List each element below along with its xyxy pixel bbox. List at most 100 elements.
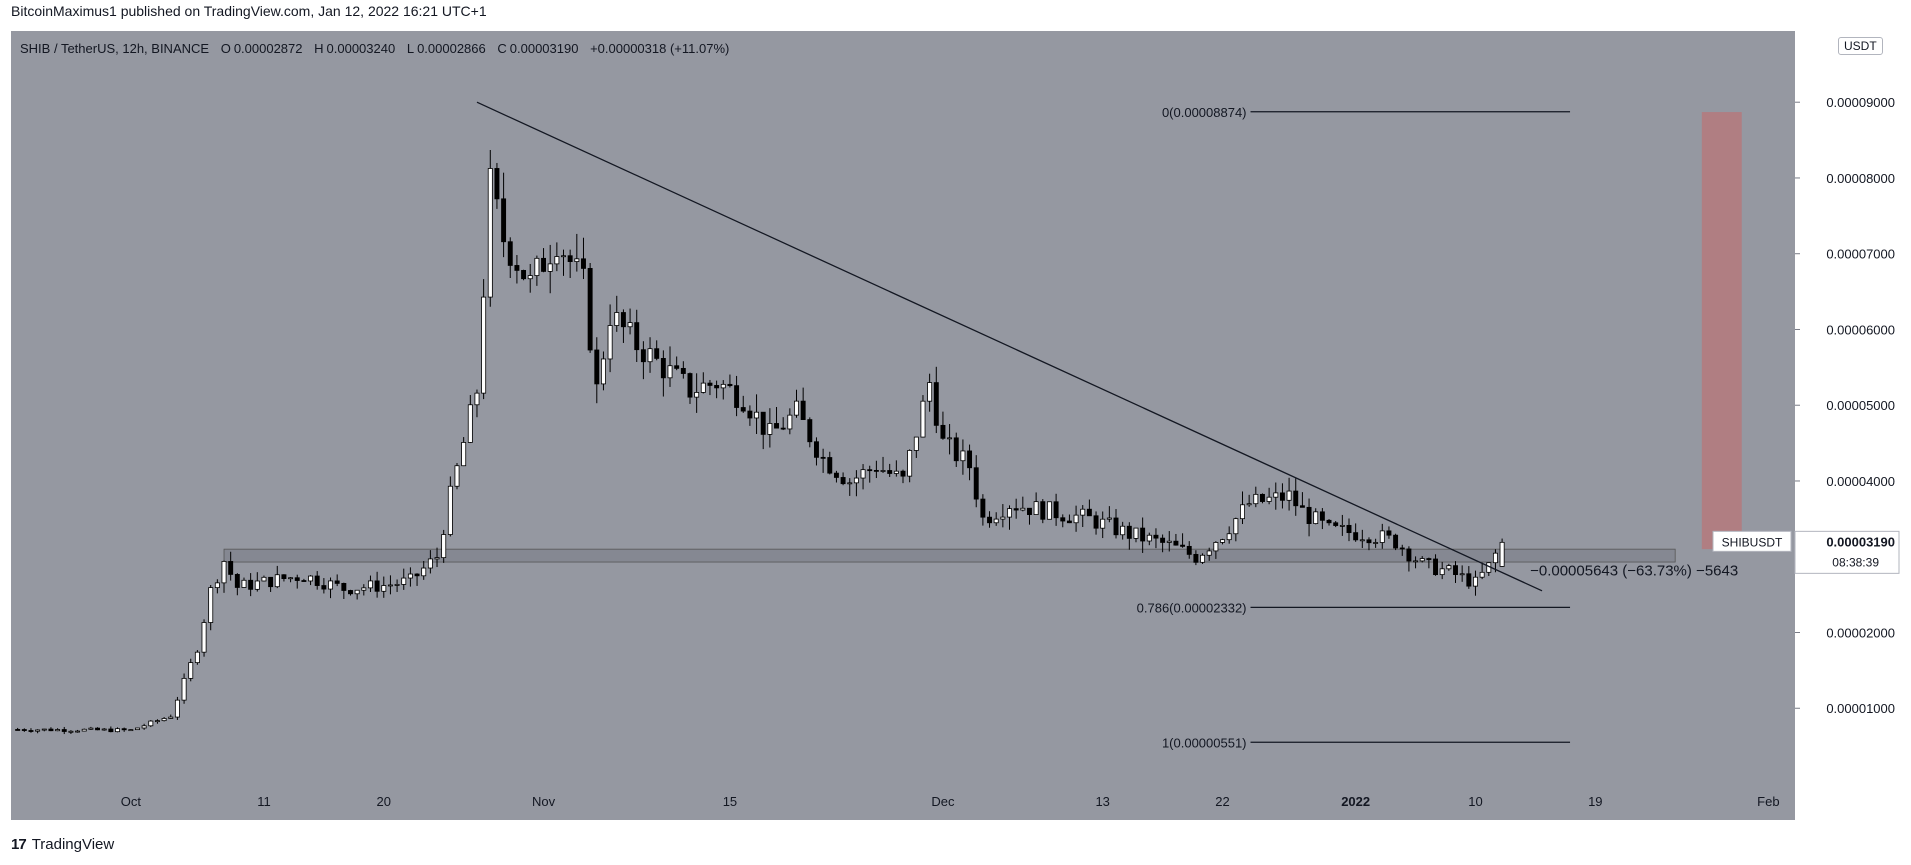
time-tick-label: 13 [1095, 794, 1109, 809]
candle-up [115, 728, 120, 733]
candle-up [647, 348, 653, 363]
candle-up [614, 312, 620, 326]
price-tick-label: 0.00008000 [1826, 171, 1895, 186]
candle-down [654, 348, 660, 359]
candle-up [35, 729, 41, 732]
candle-up [574, 258, 580, 262]
candle-down [867, 469, 873, 472]
candle-up [1499, 541, 1505, 567]
candle-layer [15, 150, 1505, 735]
time-tick-label: Nov [532, 794, 556, 809]
candle-down [953, 437, 959, 462]
candle-down [108, 728, 114, 733]
zone-layer [223, 112, 1742, 563]
candle-up [188, 662, 194, 679]
candle-up [1266, 496, 1272, 502]
candle-down [281, 574, 287, 580]
candle-up [561, 255, 566, 258]
candle-up [55, 729, 61, 732]
candle-down [774, 423, 779, 429]
candle-up [481, 296, 487, 394]
legend-open-value: 0.00002872 [233, 41, 303, 56]
legend-open-label: O [220, 41, 231, 56]
candle-up [221, 561, 227, 584]
candle-down [1433, 558, 1439, 576]
candlestick-chart[interactable]: 0(0.00008874) 0.786(0.00002332) 1(0.000005… [11, 31, 1911, 820]
candle-up [454, 465, 460, 487]
candle-down [1406, 548, 1412, 562]
candle-up [600, 358, 606, 385]
candle-down [1173, 540, 1179, 546]
chart-frame[interactable]: 0(0.00008874) 0.786(0.00002332) 1(0.000005… [11, 31, 1911, 820]
currency-badge[interactable]: USDT [1838, 37, 1883, 55]
candle-down [21, 729, 27, 731]
time-tick-label: 20 [377, 794, 391, 809]
fib-level-0786-label: 0.786(0.00002332) [1137, 600, 1247, 615]
candle-up [288, 577, 294, 580]
candle-down [833, 472, 839, 478]
candle-down [1060, 517, 1066, 522]
candle-up [1166, 540, 1172, 543]
candle-up [1007, 508, 1012, 518]
candle-up [447, 485, 453, 535]
candle-up [487, 168, 493, 298]
candle-up [554, 256, 560, 265]
plot-area[interactable] [11, 31, 1795, 784]
candle-down [940, 424, 946, 439]
candle-up [274, 574, 280, 588]
candle-up [794, 400, 799, 416]
candle-down [581, 258, 586, 269]
candle-up [1033, 501, 1039, 515]
tradingview-logo[interactable]: 17 TradingView [11, 836, 114, 853]
candle-up [361, 587, 367, 591]
candle-up [1446, 565, 1452, 570]
candle-down [95, 727, 101, 731]
candle-up [241, 579, 247, 588]
candle-up [1080, 508, 1086, 516]
candle-up [927, 382, 933, 402]
candle-down [734, 385, 740, 408]
candle-down [1053, 501, 1059, 519]
time-tick-label: 11 [257, 794, 271, 809]
candle-down [1453, 565, 1458, 575]
candle-down [973, 467, 979, 500]
candle-down [807, 419, 813, 443]
candle-down [1140, 527, 1146, 542]
tradingview-mark-icon: 17 [11, 836, 27, 853]
candle-down [15, 729, 21, 731]
candle-up [1419, 558, 1425, 562]
candle-down [228, 561, 234, 575]
candle-up [174, 699, 180, 718]
candle-up [1046, 501, 1052, 520]
time-tick-label: Dec [931, 794, 955, 809]
price-tick-label: 0.00004000 [1826, 474, 1895, 489]
legend-close-label: C [497, 41, 507, 56]
candle-down [594, 349, 600, 385]
candle-down [1180, 544, 1186, 547]
price-axis[interactable] [1795, 31, 1911, 784]
candle-down [341, 583, 347, 591]
candle-up [787, 414, 793, 430]
candle-up [181, 677, 187, 701]
legend-symbol: SHIB / TetherUS, 12h, BINANCE [20, 41, 210, 56]
candle-up [1359, 539, 1365, 542]
legend-low-label: L [406, 41, 415, 56]
candle-up [261, 576, 267, 582]
candle-up [1286, 490, 1292, 501]
candle-down [714, 385, 720, 389]
candle-up [1106, 517, 1112, 520]
candle-up [700, 382, 706, 393]
candle-down [827, 457, 833, 474]
candle-up [1373, 542, 1379, 544]
candle-up [1240, 504, 1245, 520]
candle-down [1333, 522, 1339, 526]
candle-down [760, 411, 766, 435]
descending-trendline [476, 101, 1543, 592]
candle-up [1379, 530, 1385, 543]
time-axis[interactable] [11, 784, 1795, 820]
candle-up [1246, 503, 1252, 506]
candle-down [873, 469, 879, 472]
candle-up [853, 477, 859, 484]
candle-down [1399, 547, 1405, 550]
price-tick-label: 0.00005000 [1826, 398, 1895, 413]
